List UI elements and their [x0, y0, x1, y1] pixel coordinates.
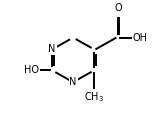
Text: HO: HO — [24, 65, 39, 75]
Text: N: N — [69, 77, 77, 87]
Text: OH: OH — [133, 33, 148, 43]
Text: N: N — [48, 44, 56, 54]
Text: CH$_3$: CH$_3$ — [84, 90, 104, 104]
Text: O: O — [115, 3, 122, 13]
